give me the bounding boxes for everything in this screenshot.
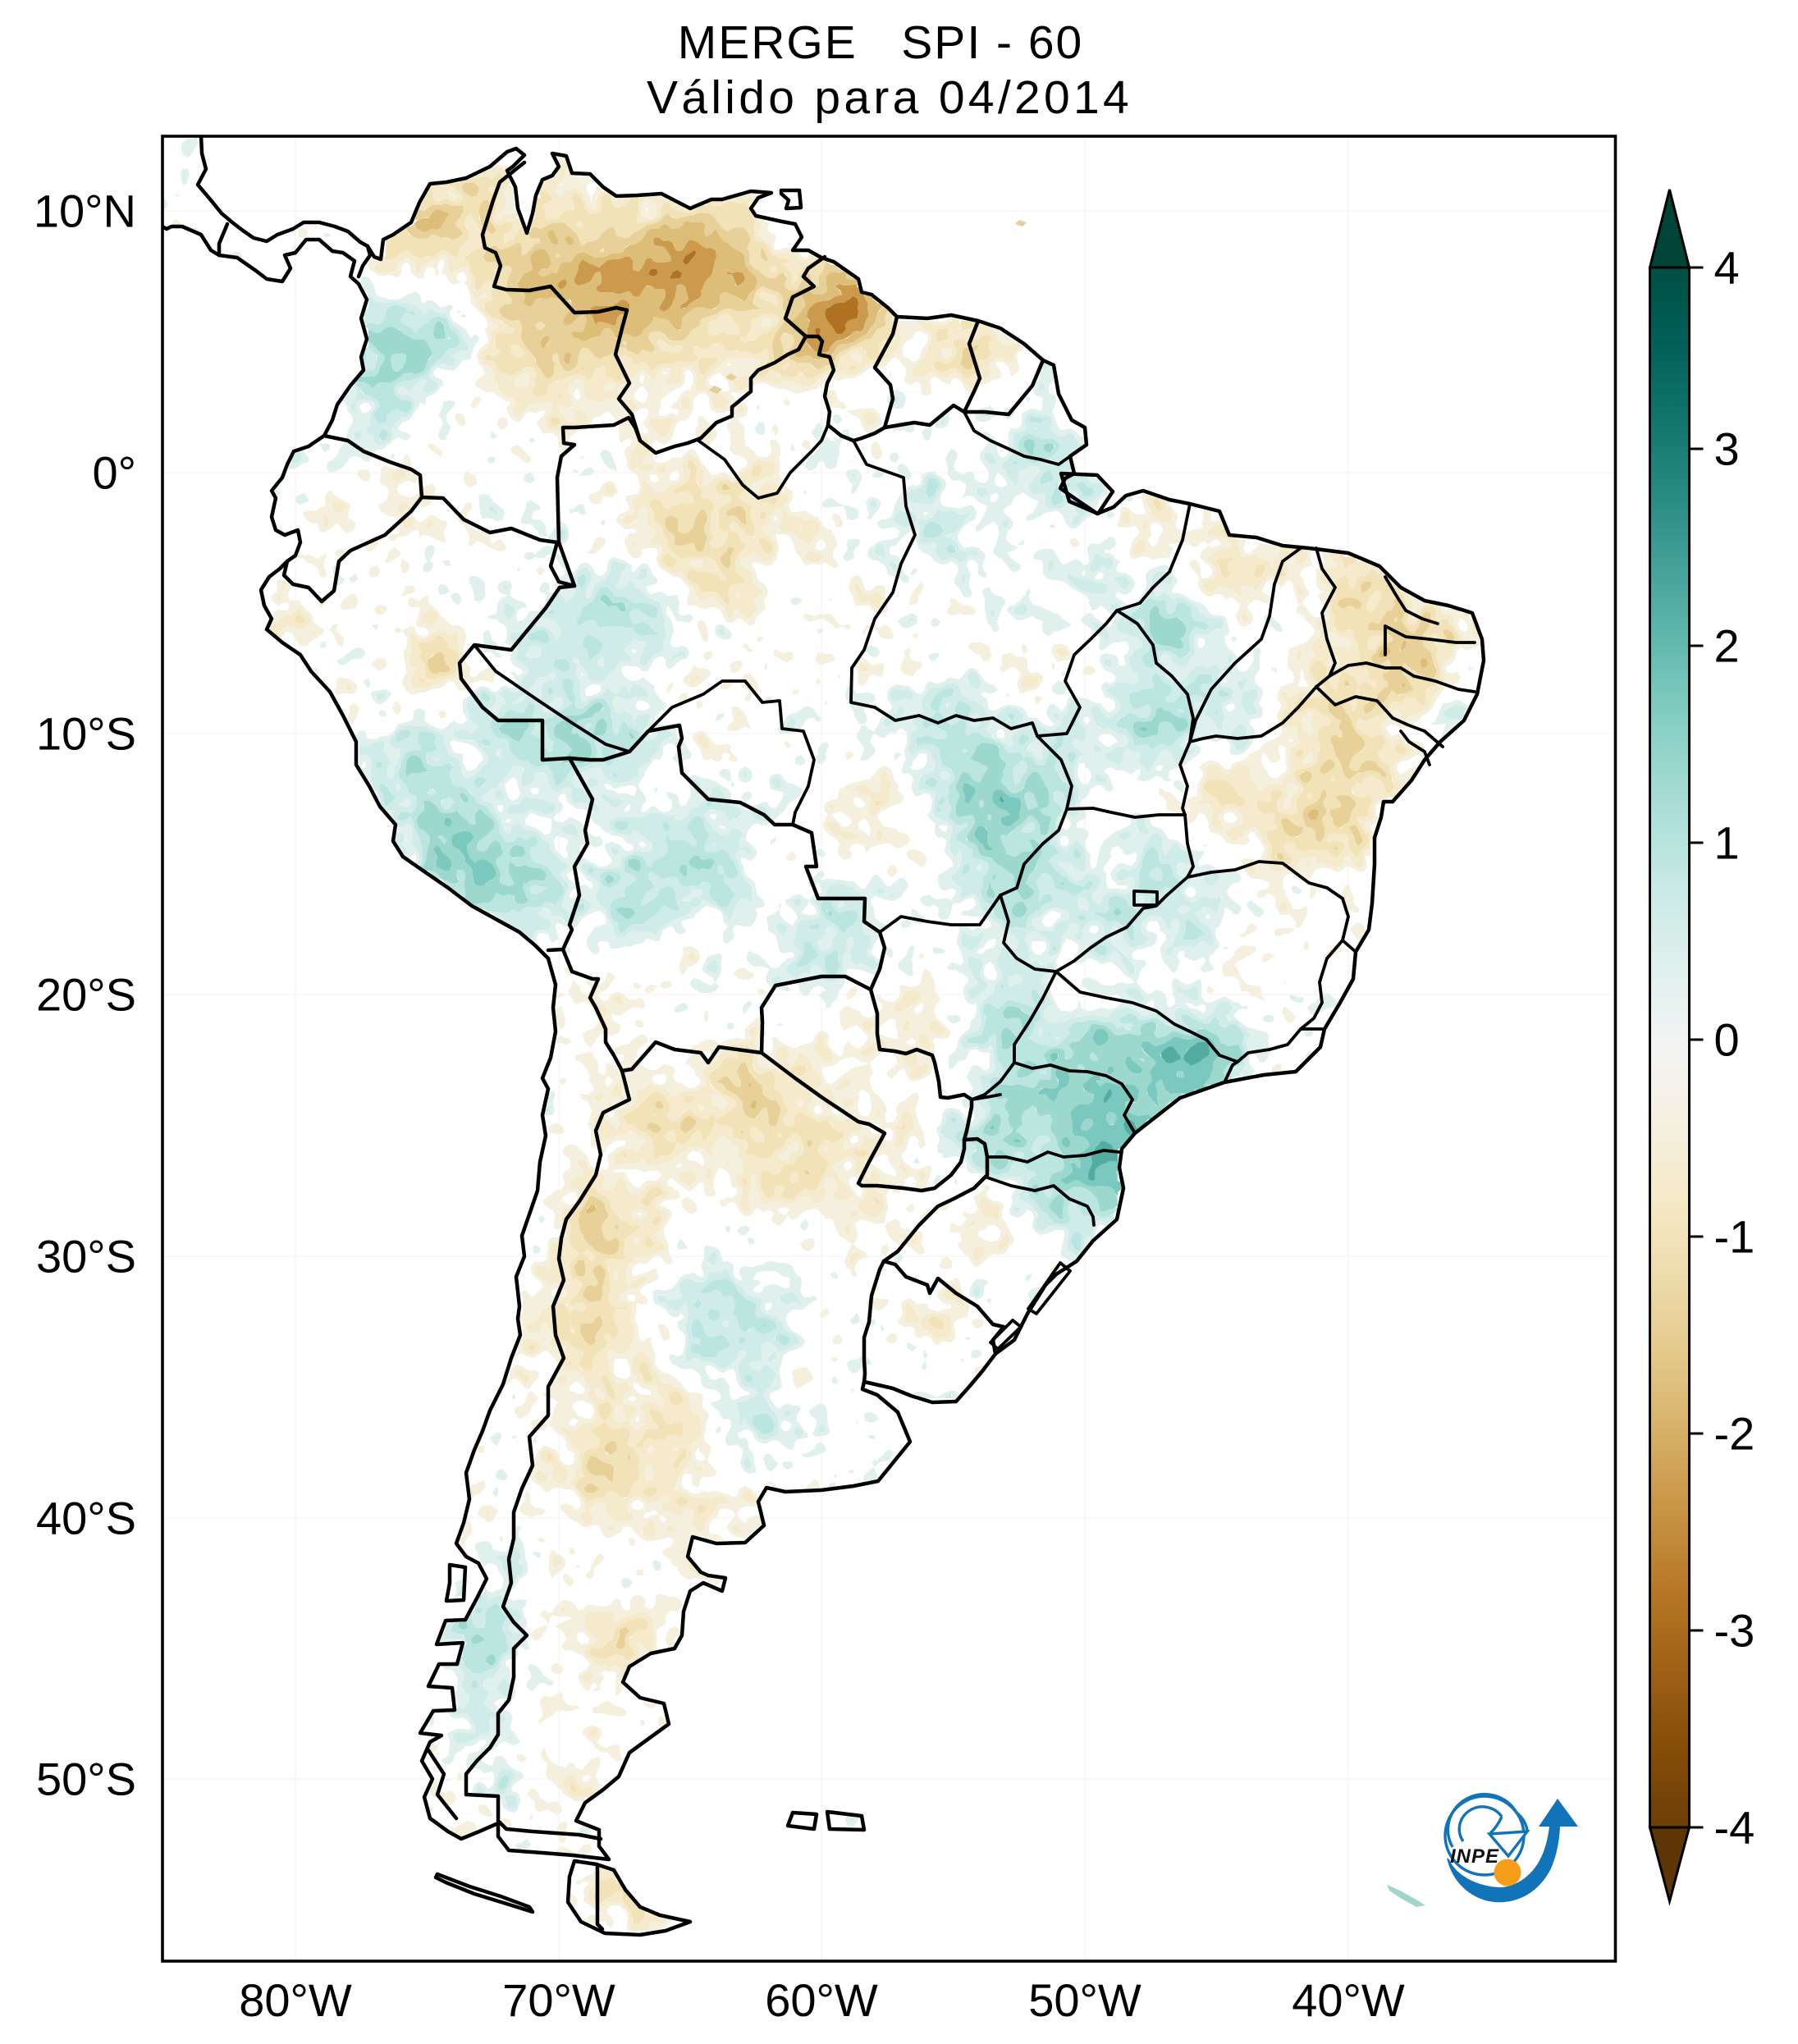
- svg-text:Válido para 04/2014: Válido para 04/2014: [647, 71, 1132, 124]
- svg-text:-3: -3: [1714, 1605, 1755, 1657]
- svg-text:INPE: INPE: [1450, 1845, 1499, 1868]
- svg-text:-4: -4: [1714, 1802, 1755, 1854]
- svg-text:10°N: 10°N: [34, 185, 136, 237]
- svg-text:10°S: 10°S: [36, 708, 136, 760]
- svg-text:20°S: 20°S: [36, 969, 136, 1021]
- svg-text:30°S: 30°S: [36, 1231, 136, 1283]
- svg-text:40°W: 40°W: [1292, 1974, 1405, 2026]
- svg-text:60°W: 60°W: [765, 1974, 878, 2026]
- svg-text:1: 1: [1714, 817, 1740, 869]
- svg-text:70°W: 70°W: [502, 1974, 615, 2026]
- svg-text:0: 0: [1714, 1014, 1740, 1066]
- svg-text:80°W: 80°W: [239, 1974, 352, 2026]
- svg-text:MERGE SPI - 60: MERGE SPI - 60: [678, 16, 1083, 69]
- svg-text:50°S: 50°S: [36, 1754, 136, 1805]
- svg-text:-2: -2: [1714, 1408, 1755, 1460]
- svg-text:4: 4: [1714, 242, 1740, 294]
- svg-text:3: 3: [1714, 423, 1740, 475]
- svg-text:50°W: 50°W: [1028, 1974, 1141, 2026]
- svg-text:2: 2: [1714, 620, 1740, 672]
- svg-text:0°: 0°: [92, 447, 136, 499]
- svg-text:40°S: 40°S: [36, 1493, 136, 1544]
- svg-text:-1: -1: [1714, 1211, 1755, 1263]
